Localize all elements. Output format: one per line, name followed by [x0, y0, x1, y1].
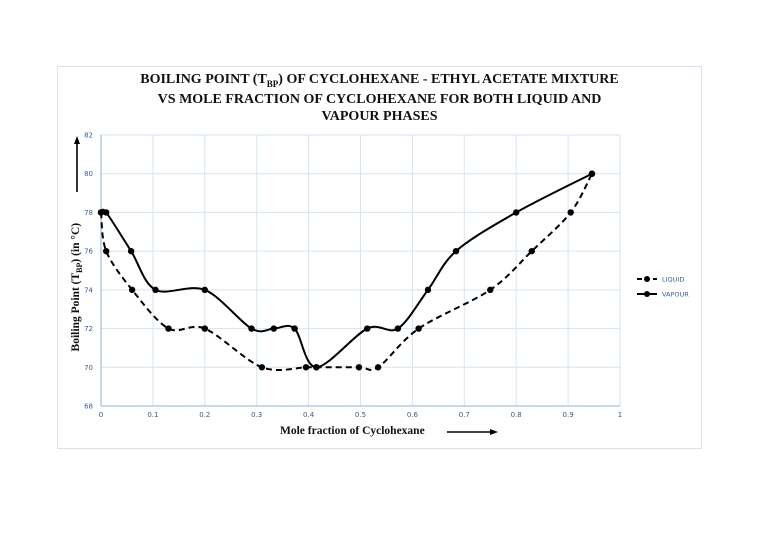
- data-point-liquid: [567, 209, 574, 216]
- y-axis-label: Boiling Point (TBP) (in °C): [69, 222, 85, 352]
- x-tick-label: 0.8: [511, 411, 522, 419]
- data-point-vapour: [452, 247, 460, 255]
- data-point-vapour: [127, 247, 135, 255]
- x-axis-arrowhead: [490, 429, 498, 435]
- y-tick-label: 72: [84, 325, 93, 333]
- chart-frame: [57, 66, 702, 449]
- data-point-vapour: [152, 286, 159, 294]
- legend-label-liquid: LIQUID: [662, 276, 684, 284]
- data-point-liquid: [128, 286, 136, 294]
- x-tick-label: 0.5: [355, 411, 366, 419]
- y-tick-label: 70: [84, 364, 93, 372]
- y-axis-arrowhead: [74, 136, 80, 144]
- title-line-1: BOILING POINT (TBP) OF CYCLOHEXANE - ETH…: [140, 72, 619, 89]
- series-line-vapour: [100, 172, 593, 369]
- legend-label-vapour: VAPOUR: [662, 291, 689, 299]
- data-point-liquid: [302, 364, 310, 371]
- x-tick-label: 0.7: [459, 411, 470, 419]
- data-point-vapour: [270, 325, 278, 332]
- data-point-liquid: [415, 325, 422, 332]
- x-tick-label: 0.1: [147, 411, 158, 419]
- title-line-3: VAPOUR PHASES: [321, 108, 438, 124]
- data-point-vapour: [102, 209, 110, 216]
- data-point-liquid: [102, 247, 110, 255]
- x-tick-label: 0.3: [251, 411, 262, 419]
- data-point-vapour: [313, 364, 320, 371]
- data-point-vapour: [513, 209, 520, 216]
- data-point-vapour: [201, 286, 208, 294]
- data-point-liquid: [258, 364, 266, 371]
- data-point-vapour: [364, 325, 371, 332]
- y-tick-label: 68: [84, 403, 93, 411]
- data-point-liquid: [528, 247, 535, 255]
- y-tick-label: 80: [84, 170, 93, 178]
- chart-title: BOILING POINT (TBP) OF CYCLOHEXANE - ETH…: [57, 72, 702, 125]
- data-point-liquid: [355, 364, 363, 371]
- data-point-liquid: [201, 325, 208, 332]
- title-line-2: VS MOLE FRACTION OF CYCLOHEXANE FOR BOTH…: [157, 92, 602, 108]
- series-line-liquid: [100, 173, 593, 372]
- x-tick-label: 1: [618, 411, 622, 419]
- x-tick-label: 0.6: [407, 411, 419, 419]
- x-tick-label: 0.2: [199, 411, 210, 419]
- data-point-liquid: [487, 286, 494, 294]
- y-tick-label: 82: [84, 132, 93, 140]
- x-tick-label: 0.9: [563, 411, 574, 419]
- legend-marker-liquid: [644, 276, 650, 282]
- x-axis-label: Mole fraction of Cyclohexane: [280, 425, 425, 437]
- data-point-vapour: [97, 209, 105, 216]
- data-point-liquid: [165, 325, 172, 332]
- legend-marker-vapour: [644, 291, 650, 297]
- y-tick-label: 78: [84, 209, 93, 217]
- data-point-vapour: [424, 286, 432, 294]
- data-point-vapour: [248, 325, 255, 332]
- y-tick-label: 74: [84, 286, 93, 294]
- data-point-vapour: [588, 170, 596, 177]
- data-point-vapour: [394, 325, 402, 332]
- data-point-vapour: [291, 325, 298, 332]
- x-tick-label: 0.4: [303, 411, 315, 419]
- x-tick-label: 0: [99, 411, 103, 419]
- y-tick-label: 76: [84, 248, 93, 256]
- data-point-liquid: [374, 364, 382, 371]
